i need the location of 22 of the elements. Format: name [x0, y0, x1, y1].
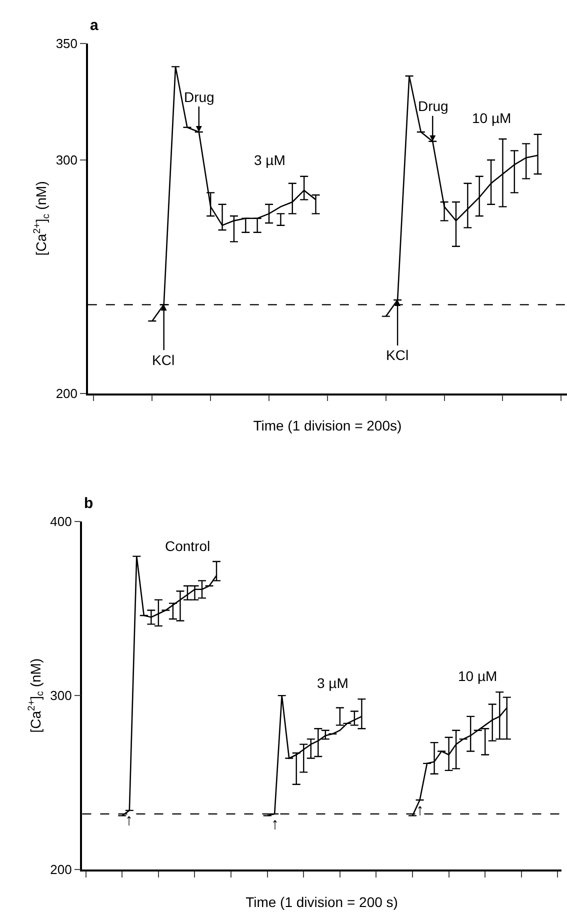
chart-title: a — [90, 17, 99, 34]
annotation: ↑ — [416, 802, 424, 819]
text: 3 µM — [317, 675, 348, 691]
annotation: ↑ — [271, 816, 279, 833]
annotation: KCl — [386, 347, 409, 363]
annotation: Drug — [418, 98, 448, 114]
annotation: ↑ — [125, 812, 133, 829]
series-label: 10 µM — [458, 668, 498, 684]
y-tick-label: 400 — [50, 514, 72, 530]
text: 3 µM — [254, 152, 286, 168]
annotation: KCl — [152, 352, 175, 368]
x-axis-title: Time (1 division = 200 s) — [246, 894, 398, 910]
x-axis-title: Time (1 division = 200s) — [253, 417, 402, 434]
y-tick-label: 200 — [56, 386, 78, 401]
y-tick-label: 300 — [56, 152, 78, 168]
y-tick-label: 200 — [50, 862, 72, 878]
y-tick-label: 300 — [50, 688, 72, 704]
y-tick-label: 350 — [56, 36, 78, 51]
series-label: Control — [165, 538, 210, 554]
chart-title: b — [84, 495, 94, 512]
annotation: Drug — [184, 89, 214, 105]
text: 10 µM — [472, 110, 512, 126]
